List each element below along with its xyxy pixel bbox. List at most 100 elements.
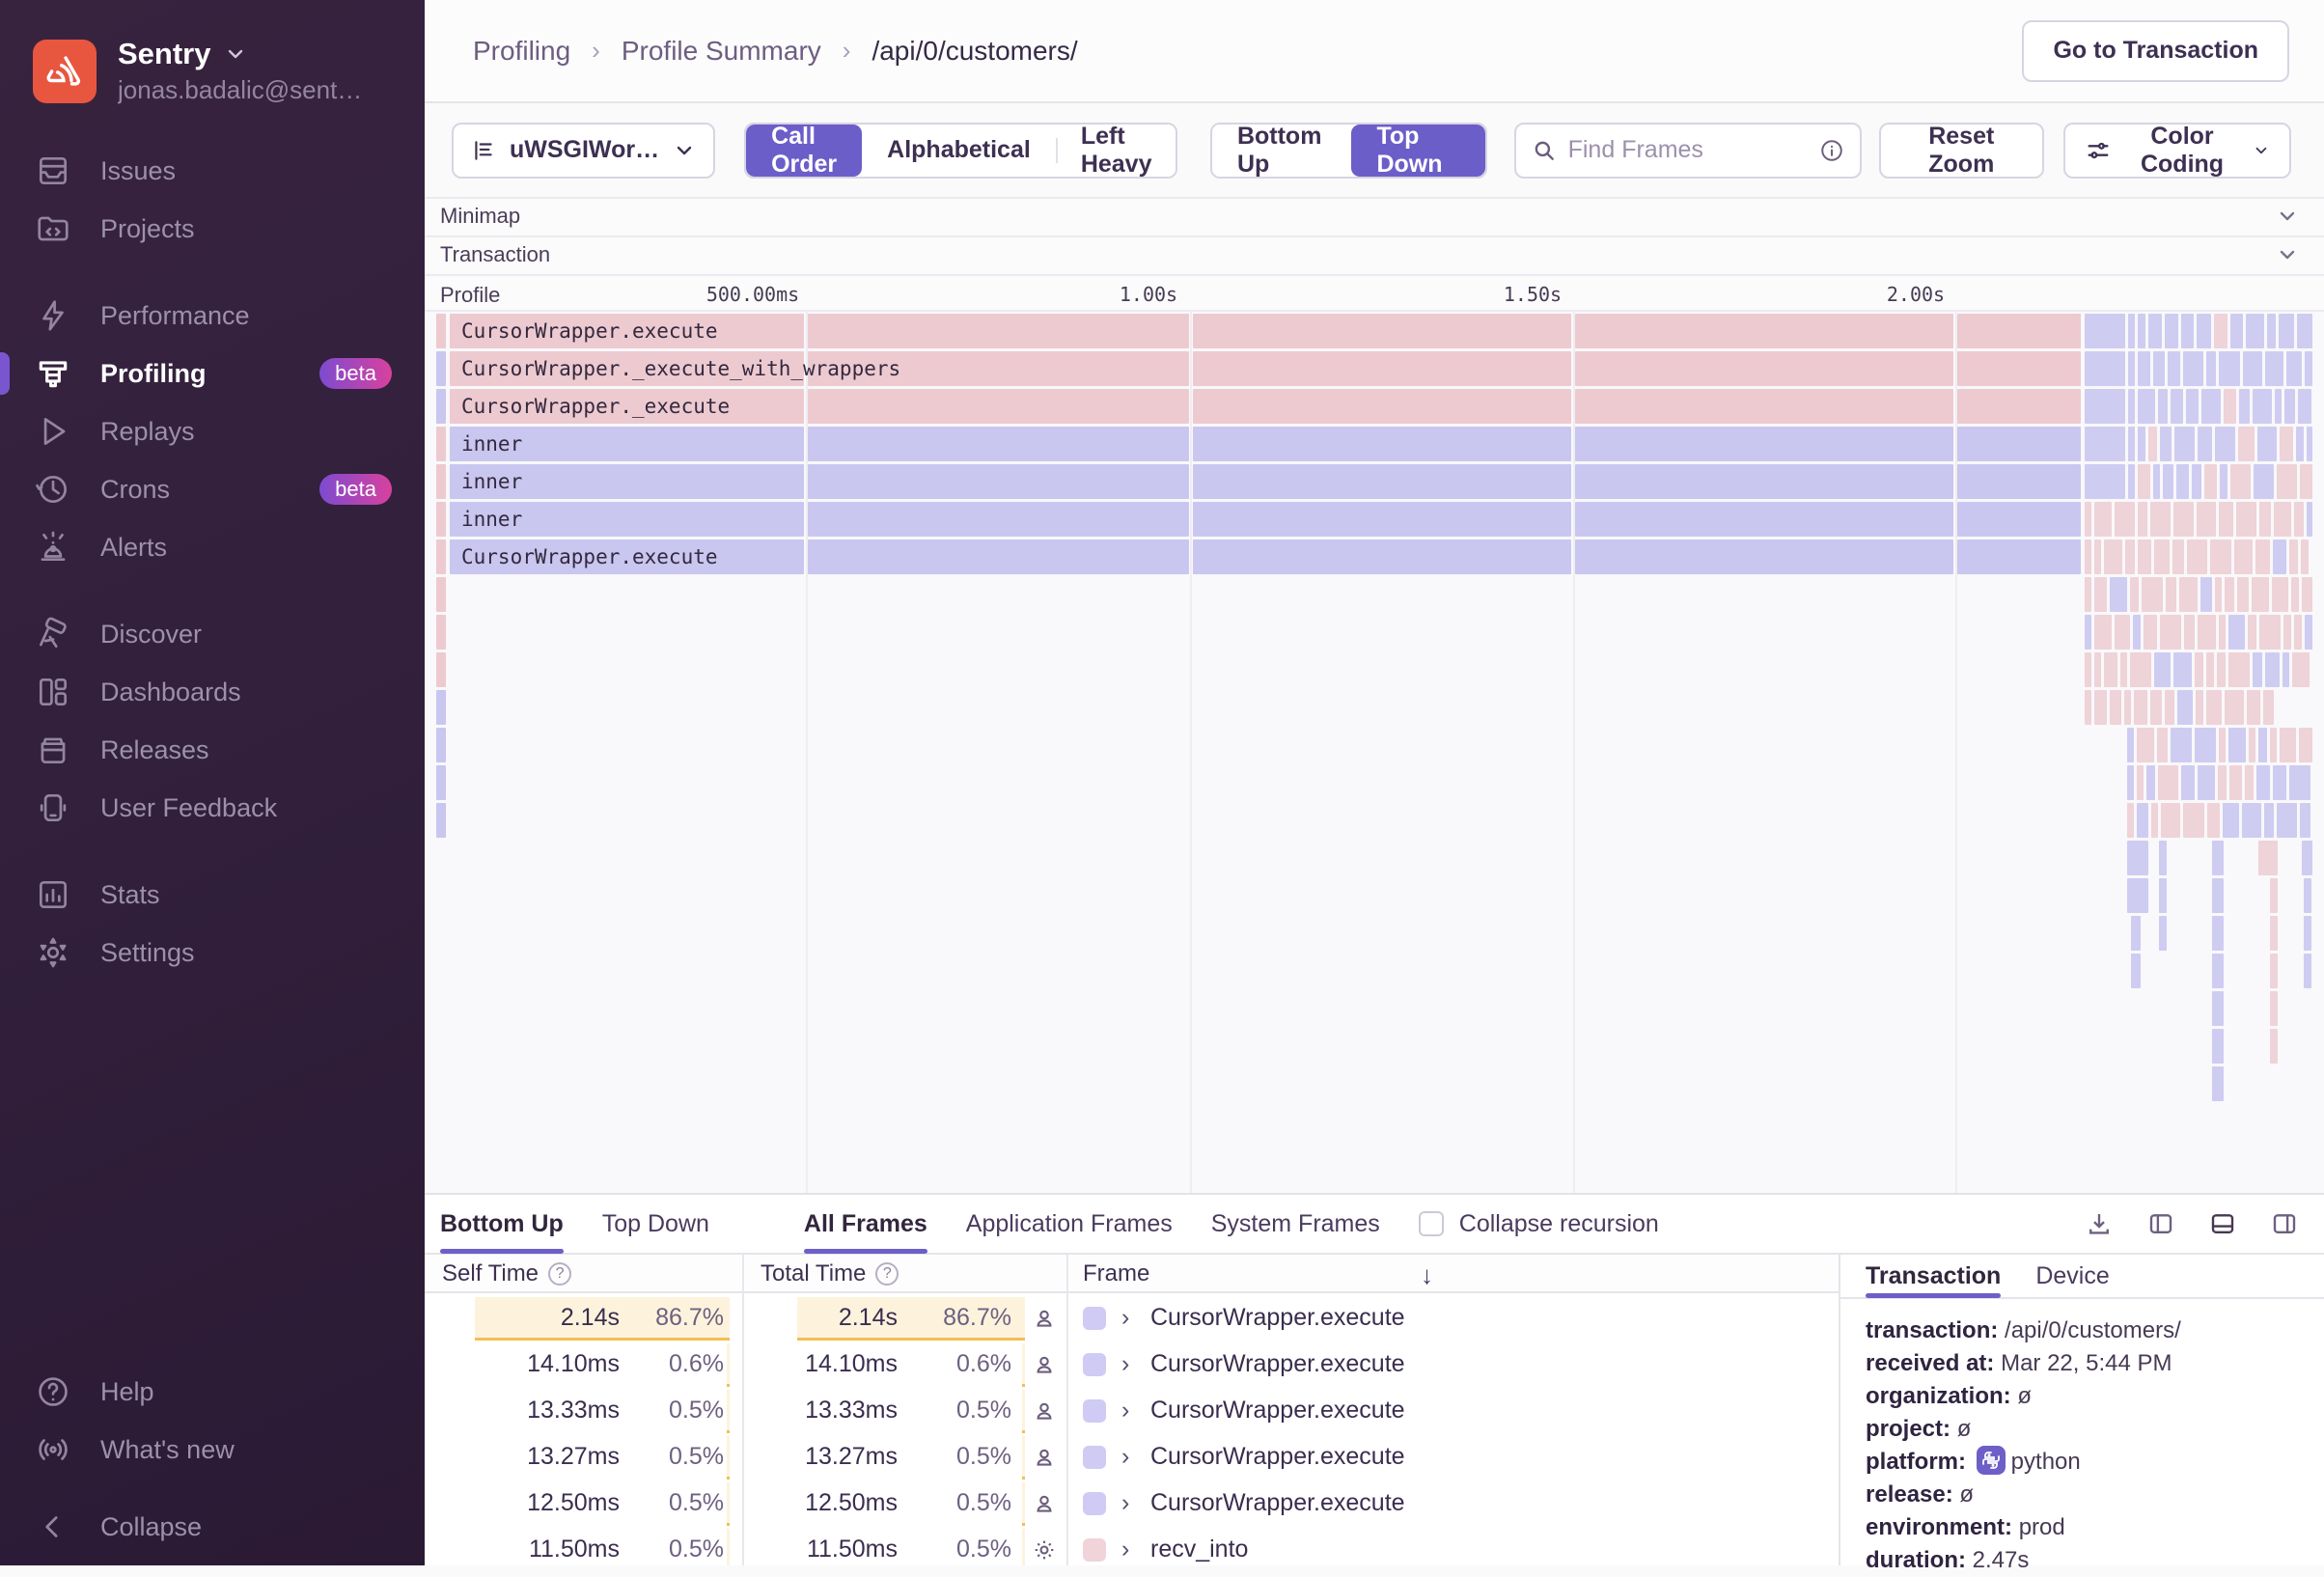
flame-frame-small[interactable] bbox=[2171, 389, 2183, 424]
flame-frame[interactable] bbox=[1957, 502, 2081, 537]
flame-frame-small[interactable] bbox=[2248, 615, 2256, 650]
flame-frame-small[interactable] bbox=[436, 577, 446, 612]
flame-frame-small[interactable] bbox=[2171, 728, 2192, 762]
flame-frame[interactable] bbox=[450, 314, 804, 348]
flame-frame-small[interactable] bbox=[2131, 916, 2141, 951]
flame-frame-small[interactable] bbox=[2214, 314, 2227, 348]
flame-frame-small[interactable] bbox=[2130, 652, 2151, 687]
flame-frame-small[interactable] bbox=[2264, 803, 2274, 838]
flame-frame-small[interactable] bbox=[2219, 351, 2240, 386]
flame-frame[interactable] bbox=[1193, 389, 1571, 424]
total-time-header[interactable]: Total Time bbox=[761, 1260, 866, 1287]
sidebar-item-replays[interactable]: Replays bbox=[0, 402, 425, 460]
flame-frame-small[interactable] bbox=[2212, 991, 2224, 1026]
flame-frame-small[interactable] bbox=[2198, 615, 2216, 650]
flame-frame-small[interactable] bbox=[2270, 878, 2278, 913]
flame-frame-small[interactable] bbox=[2212, 954, 2224, 988]
flame-frame-small[interactable] bbox=[2195, 728, 2216, 762]
flame-frame-small[interactable] bbox=[2134, 690, 2147, 725]
flame-frame-small[interactable] bbox=[2168, 351, 2180, 386]
flame-frame-small[interactable] bbox=[436, 464, 446, 499]
flame-frame-small[interactable] bbox=[2127, 803, 2134, 838]
flame-frame-small[interactable] bbox=[436, 652, 446, 687]
flame-frame-small[interactable] bbox=[2219, 502, 2233, 537]
flame-frame-small[interactable] bbox=[2286, 351, 2302, 386]
flame-frame-small[interactable] bbox=[2128, 314, 2135, 348]
flame-frame-small[interactable] bbox=[2151, 803, 2158, 838]
flame-frame-small[interactable] bbox=[2198, 765, 2215, 800]
help-circle-icon[interactable]: ? bbox=[548, 1262, 571, 1286]
flame-frame-small[interactable] bbox=[2204, 464, 2217, 499]
flame-frame[interactable] bbox=[450, 427, 804, 461]
flame-frame-small[interactable] bbox=[2212, 841, 2224, 875]
flame-frame-small[interactable] bbox=[2246, 314, 2264, 348]
flame-frame-small[interactable] bbox=[2165, 690, 2174, 725]
flame-frame-small[interactable] bbox=[2160, 615, 2181, 650]
flame-frame-small[interactable] bbox=[2215, 577, 2222, 612]
flame-frame-small[interactable] bbox=[436, 502, 446, 537]
flame-frame-small[interactable] bbox=[2128, 351, 2135, 386]
flame-frame-small[interactable] bbox=[2179, 577, 2198, 612]
flame-frame-small[interactable] bbox=[2085, 464, 2125, 499]
flame-frame[interactable] bbox=[1575, 502, 1953, 537]
find-frames-input[interactable] bbox=[1568, 136, 1808, 164]
tab-all-frames[interactable]: All Frames bbox=[804, 1194, 927, 1254]
flame-frame[interactable] bbox=[450, 502, 804, 537]
flame-frame-small[interactable] bbox=[2085, 690, 2091, 725]
flame-frame-small[interactable] bbox=[2187, 540, 2207, 574]
flame-frame-small[interactable] bbox=[2301, 540, 2309, 574]
flame-frame-small[interactable] bbox=[2128, 464, 2135, 499]
flame-frame-small[interactable] bbox=[436, 803, 446, 838]
download-icon[interactable] bbox=[2085, 1209, 2114, 1238]
flame-frame-small[interactable] bbox=[2300, 803, 2310, 838]
flame-frame-small[interactable] bbox=[2277, 464, 2297, 499]
frame-name[interactable]: CursorWrapper.execute bbox=[1150, 1397, 1405, 1425]
sidebar-item-collapse[interactable]: Collapse bbox=[0, 1498, 425, 1556]
flame-frame-small[interactable] bbox=[2224, 389, 2236, 424]
go-to-transaction-button[interactable]: Go to Transaction bbox=[2022, 20, 2289, 82]
flame-frame-small[interactable] bbox=[2253, 389, 2272, 424]
flame-frame-small[interactable] bbox=[2280, 728, 2296, 762]
layout-bottom-icon[interactable] bbox=[2208, 1209, 2237, 1238]
tab-bottom-up[interactable]: Bottom Up bbox=[440, 1194, 564, 1254]
flame-frame-small[interactable] bbox=[2172, 540, 2184, 574]
flame-frame-small[interactable] bbox=[2181, 314, 2194, 348]
flame-frame-small[interactable] bbox=[2237, 577, 2249, 612]
flame-frame-small[interactable] bbox=[2085, 351, 2125, 386]
flame-frame-small[interactable] bbox=[2138, 351, 2150, 386]
flame-frame-small[interactable] bbox=[2138, 464, 2150, 499]
flame-frame-small[interactable] bbox=[2302, 841, 2312, 875]
flame-frame-small[interactable] bbox=[2124, 690, 2131, 725]
flame-frame-small[interactable] bbox=[2228, 615, 2245, 650]
flame-frame-small[interactable] bbox=[2115, 502, 2135, 537]
flame-frame-small[interactable] bbox=[2196, 690, 2203, 725]
flame-frame-small[interactable] bbox=[2127, 765, 2134, 800]
flame-frame-small[interactable] bbox=[2206, 652, 2214, 687]
flame-frame-small[interactable] bbox=[2282, 652, 2289, 687]
flame-frame-small[interactable] bbox=[2215, 427, 2235, 461]
flame-frame-small[interactable] bbox=[2297, 314, 2312, 348]
flame-frame-small[interactable] bbox=[2197, 502, 2216, 537]
flame-frame[interactable] bbox=[1575, 351, 1953, 386]
color-coding-button[interactable]: Color Coding bbox=[2063, 123, 2291, 179]
flame-frame-small[interactable] bbox=[2270, 991, 2278, 1026]
frame-header[interactable]: Frame bbox=[1083, 1260, 1149, 1287]
breadcrumb-profile-summary[interactable]: Profile Summary bbox=[622, 36, 821, 67]
flame-frame-small[interactable] bbox=[2304, 916, 2311, 951]
sort-desc-icon[interactable]: ↓ bbox=[1421, 1260, 1433, 1290]
flame-frame-small[interactable] bbox=[2256, 765, 2270, 800]
flame-frame-small[interactable] bbox=[2198, 427, 2212, 461]
sidebar-item-issues[interactable]: Issues bbox=[0, 142, 425, 200]
chevron-down-icon[interactable] bbox=[2276, 243, 2299, 266]
expand-chevron-icon[interactable]: › bbox=[1121, 1350, 1129, 1378]
flame-frame-small[interactable] bbox=[2115, 615, 2130, 650]
flame-frame-small[interactable] bbox=[436, 728, 446, 762]
sidebar-item-help[interactable]: Help bbox=[0, 1363, 425, 1421]
flame-frame-small[interactable] bbox=[2254, 464, 2274, 499]
flame-frame-small[interactable] bbox=[2130, 577, 2139, 612]
flame-frame[interactable] bbox=[808, 351, 1189, 386]
flame-frame-small[interactable] bbox=[2201, 389, 2221, 424]
